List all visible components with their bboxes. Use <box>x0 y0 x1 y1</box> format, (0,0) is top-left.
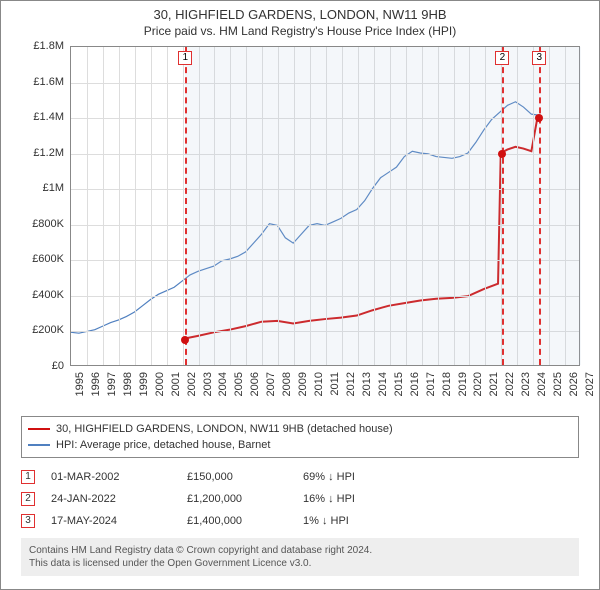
x-tick-label: 2027 <box>584 372 596 396</box>
x-tick-label: 2017 <box>425 372 437 396</box>
x-tick-label: 2015 <box>393 372 405 396</box>
series-marker <box>498 150 506 158</box>
x-tick-label: 1996 <box>90 372 102 396</box>
legend-label: 30, HIGHFIELD GARDENS, LONDON, NW11 9HB … <box>56 423 393 435</box>
x-tick-label: 2009 <box>297 372 309 396</box>
event-diff: 1% ↓ HPI <box>303 515 403 527</box>
x-tick-label: 2003 <box>202 372 214 396</box>
chart-title: 30, HIGHFIELD GARDENS, LONDON, NW11 9HB <box>1 7 599 22</box>
gridline-v <box>151 47 152 365</box>
gridline-v <box>135 47 136 365</box>
legend-label: HPI: Average price, detached house, Barn… <box>56 439 270 451</box>
y-tick-label: £1M <box>43 182 64 194</box>
event-marker-box: 2 <box>495 51 509 65</box>
chart-container: 30, HIGHFIELD GARDENS, LONDON, NW11 9HB … <box>0 0 600 590</box>
event-num: 2 <box>21 492 35 506</box>
event-marker-box: 3 <box>532 51 546 65</box>
event-row: 2 24-JAN-2022 £1,200,000 16% ↓ HPI <box>21 488 579 510</box>
x-tick-label: 2005 <box>233 372 245 396</box>
gridline-v <box>183 47 184 365</box>
gridline-v <box>87 47 88 365</box>
x-tick-label: 2002 <box>186 372 198 396</box>
x-tick-label: 2000 <box>154 372 166 396</box>
y-tick-label: £600K <box>32 253 64 265</box>
y-tick-label: £1.2M <box>33 147 64 159</box>
event-num: 3 <box>21 514 35 528</box>
event-row: 1 01-MAR-2002 £150,000 69% ↓ HPI <box>21 466 579 488</box>
x-tick-label: 2012 <box>345 372 357 396</box>
x-tick-label: 2016 <box>409 372 421 396</box>
y-tick-label: £800K <box>32 218 64 230</box>
y-tick-label: £1.6M <box>33 76 64 88</box>
x-tick-label: 2001 <box>170 372 182 396</box>
y-tick-label: £400K <box>32 289 64 301</box>
gridline-v <box>119 47 120 365</box>
y-tick-label: £1.8M <box>33 40 64 52</box>
y-axis: £0£200K£400K£600K£800K£1M£1.2M£1.4M£1.6M… <box>20 46 68 366</box>
event-diff: 16% ↓ HPI <box>303 493 403 505</box>
event-num: 1 <box>21 470 35 484</box>
series-marker <box>181 336 189 344</box>
event-price: £1,400,000 <box>187 515 287 527</box>
y-tick-label: £1.4M <box>33 111 64 123</box>
x-tick-label: 2007 <box>265 372 277 396</box>
x-tick-label: 2022 <box>504 372 516 396</box>
attribution-line-1: Contains HM Land Registry data © Crown c… <box>29 544 571 557</box>
legend-row: 30, HIGHFIELD GARDENS, LONDON, NW11 9HB … <box>28 421 572 437</box>
legend: 30, HIGHFIELD GARDENS, LONDON, NW11 9HB … <box>21 416 579 458</box>
x-tick-label: 2008 <box>281 372 293 396</box>
x-tick-label: 2018 <box>441 372 453 396</box>
x-tick-label: 2024 <box>536 372 548 396</box>
event-marker-box: 1 <box>178 51 192 65</box>
title-block: 30, HIGHFIELD GARDENS, LONDON, NW11 9HB … <box>1 1 599 40</box>
series-marker <box>535 114 543 122</box>
x-tick-label: 2021 <box>488 372 500 396</box>
gridline-v <box>103 47 104 365</box>
event-line <box>502 47 504 365</box>
event-price: £1,200,000 <box>187 493 287 505</box>
chart-area: £0 £200K £400K £600K £800K £1M £1.2M £1.4M £1.6M… <box>20 46 580 406</box>
events-table: 1 01-MAR-2002 £150,000 69% ↓ HPI 2 24-JAN-202… <box>21 466 579 532</box>
legend-swatch <box>28 444 50 446</box>
x-tick-label: 2014 <box>377 372 389 396</box>
shaded-region <box>185 47 581 365</box>
event-date: 01-MAR-2002 <box>51 471 171 483</box>
x-tick-label: 2019 <box>457 372 469 396</box>
x-tick-label: 2004 <box>217 372 229 396</box>
x-axis: 1995 1996 1997 1998 1999 2000 2001 2002 20032004… <box>70 368 580 418</box>
attribution-line-2: This data is licensed under the Open Gov… <box>29 557 571 570</box>
x-tick-label: 2025 <box>552 372 564 396</box>
x-tick-label: 2026 <box>568 372 580 396</box>
attribution: Contains HM Land Registry data © Crown c… <box>21 538 579 576</box>
event-price: £150,000 <box>187 471 287 483</box>
x-tick-label: 1997 <box>106 372 118 396</box>
y-tick-label: £0 <box>52 360 64 372</box>
legend-swatch <box>28 428 50 430</box>
gridline-v <box>167 47 168 365</box>
event-date: 17-MAY-2024 <box>51 515 171 527</box>
event-line <box>539 47 541 365</box>
x-tick-label: 2011 <box>329 372 341 396</box>
legend-row: HPI: Average price, detached house, Barn… <box>28 437 572 453</box>
y-tick-label: £200K <box>32 324 64 336</box>
event-date: 24-JAN-2022 <box>51 493 171 505</box>
chart-subtitle: Price paid vs. HM Land Registry's House … <box>1 24 599 38</box>
x-tick-label: 2013 <box>361 372 373 396</box>
event-row: 3 17-MAY-2024 £1,400,000 1% ↓ HPI <box>21 510 579 532</box>
x-tick-label: 2010 <box>313 372 325 396</box>
event-diff: 69% ↓ HPI <box>303 471 403 483</box>
x-tick-label: 2020 <box>472 372 484 396</box>
x-tick-label: 1995 <box>74 372 86 396</box>
x-tick-label: 2023 <box>520 372 532 396</box>
x-tick-label: 1999 <box>138 372 150 396</box>
x-tick-label: 1998 <box>122 372 134 396</box>
plot-area: 1 2 3 <box>70 46 580 366</box>
event-line <box>185 47 187 365</box>
x-tick-label: 2006 <box>249 372 261 396</box>
